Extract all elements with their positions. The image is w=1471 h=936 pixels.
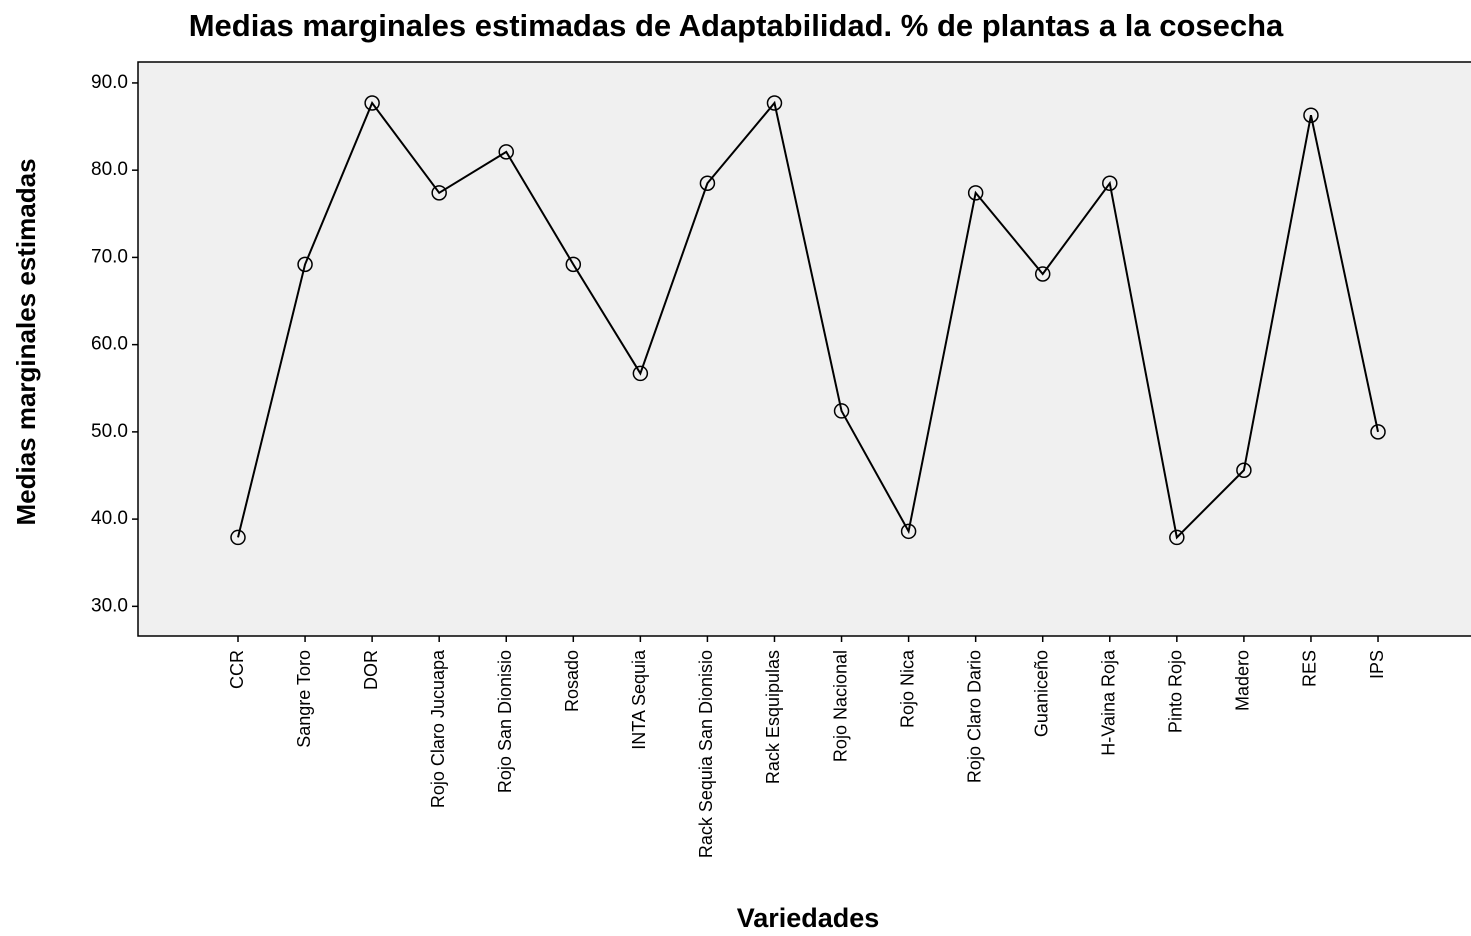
y-tick-label: 90.0 xyxy=(91,72,128,93)
marker xyxy=(1370,424,1386,440)
x-tick-label: H-Vaina Roja xyxy=(1099,649,1119,756)
marker xyxy=(1102,175,1118,192)
marker xyxy=(230,529,246,546)
x-tick-label: Guaniceño xyxy=(1031,650,1051,737)
marker xyxy=(967,185,984,201)
marker xyxy=(1169,529,1185,546)
x-tick-label: Rack Sequia San Dionisio xyxy=(696,650,716,858)
marker xyxy=(900,523,917,540)
marker xyxy=(699,175,716,192)
marker xyxy=(431,185,447,201)
x-tick-label: Rojo Claro Jucuapa xyxy=(428,649,448,808)
marker xyxy=(1303,107,1319,123)
marker xyxy=(297,256,313,273)
marker xyxy=(632,365,649,382)
y-tick-label: 50.0 xyxy=(91,421,128,442)
marker xyxy=(364,95,380,111)
y-tick-label: 40.0 xyxy=(91,508,128,529)
x-tick-label: IPS xyxy=(1367,650,1387,679)
x-tick-label: RES xyxy=(1300,650,1320,687)
y-tick-label: 70.0 xyxy=(91,246,128,267)
plot-area xyxy=(137,61,1471,637)
chart-title: Medias marginales estimadas de Adaptabil… xyxy=(189,8,1284,43)
x-tick-label: Rosado xyxy=(562,650,582,712)
x-tick-label: Rojo Nacional xyxy=(830,650,850,762)
marker xyxy=(565,256,582,273)
x-tick-label: Rack Esquipulas xyxy=(763,650,783,784)
x-axis-label: Variedades xyxy=(737,903,880,933)
y-tick-label: 60.0 xyxy=(91,334,128,355)
y-tick-label: 30.0 xyxy=(91,595,128,616)
marker xyxy=(498,144,514,160)
x-tick-label: Rojo San Dionisio xyxy=(495,650,515,793)
y-axis-label: Medias marginales estimadas xyxy=(11,158,41,525)
x-tick-label: Rojo Nica xyxy=(897,649,917,728)
marker xyxy=(766,95,783,111)
x-tick-label: DOR xyxy=(361,650,381,690)
x-tick-label: Sangre Toro xyxy=(294,650,314,748)
marker xyxy=(1236,462,1252,479)
x-tick-label: Pinto Rojo xyxy=(1166,650,1186,733)
x-tick-label: Rojo Claro Dario xyxy=(964,650,984,783)
x-tick-label: Madero xyxy=(1233,650,1253,711)
y-tick-label: 80.0 xyxy=(91,159,128,180)
x-tick-label: CCR xyxy=(227,650,247,689)
marker xyxy=(833,403,850,419)
line xyxy=(237,100,1379,540)
marker xyxy=(1034,266,1051,282)
x-tick-label: INTA Sequia xyxy=(629,649,649,750)
